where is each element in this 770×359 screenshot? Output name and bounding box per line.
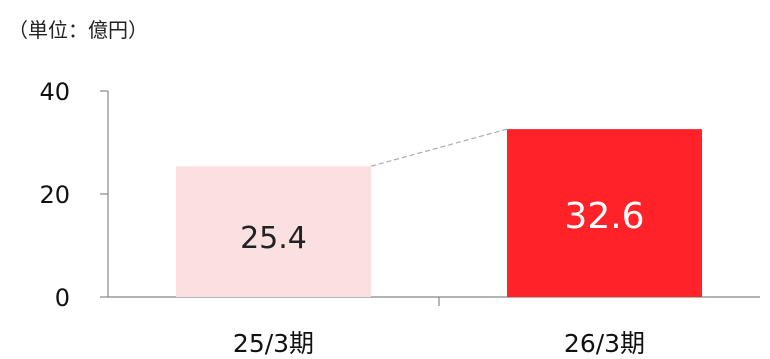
x-tick-label: 26/3期 [564, 329, 645, 358]
y-tick-label: 40 [39, 78, 70, 106]
bars-group [176, 129, 702, 297]
data-label-2: 32.6 [564, 196, 644, 237]
data-label-1: 25.4 [240, 221, 307, 256]
unit-label: （単位：億円） [8, 18, 148, 42]
x-tick-label: 25/3期 [233, 329, 314, 358]
labels-group: 25.4 25/3期 32.6 26/3期 [233, 196, 645, 358]
y-tick-label: 0 [55, 284, 70, 312]
y-tick-label: 20 [39, 181, 70, 209]
connector-group [370, 128, 508, 167]
bar-2 [507, 129, 702, 297]
bar-1 [176, 166, 371, 297]
connector-line [370, 128, 508, 167]
